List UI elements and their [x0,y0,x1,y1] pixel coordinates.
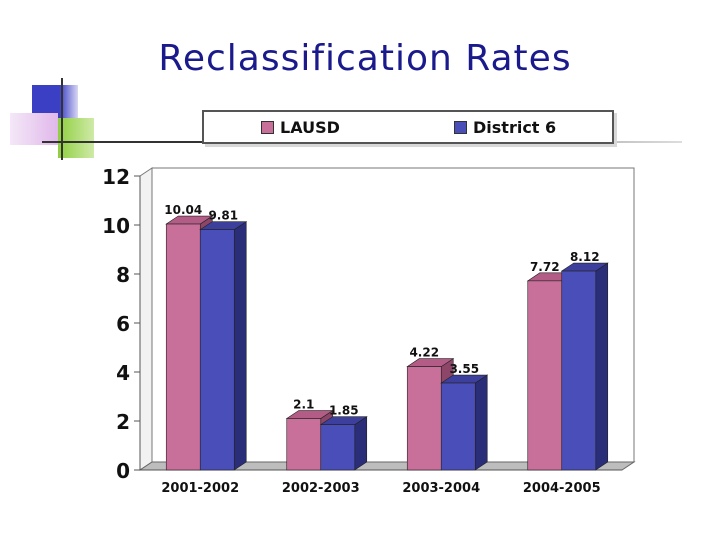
bar-lausd [527,280,563,471]
data-label-lausd: 10.04 [164,203,202,217]
slide-title: Reclassification Rates [158,38,572,79]
bar-lausd [406,366,442,471]
legend-swatch-lausd [261,121,274,134]
bar-lausd [286,418,322,471]
bar-district6 [440,382,476,471]
y-tick-label: 12 [102,165,130,189]
y-tick-label: 8 [116,263,130,287]
legend-item-district6: District 6 [454,118,556,137]
data-label-district6: 1.85 [329,404,359,418]
bar-side-district6 [474,374,488,471]
decor-vertical-line [61,78,63,160]
chart-legend: LAUSD District 6 [202,110,614,144]
y-tick-label: 2 [116,410,130,434]
data-label-lausd: 4.22 [409,346,439,360]
data-label-lausd: 2.1 [293,398,314,412]
data-label-district6: 8.12 [570,250,600,264]
x-tick-label: 2002-2003 [282,481,360,496]
bar-district6 [320,424,356,471]
bar-side-district6 [354,416,368,471]
bar-district6 [199,229,235,471]
y-tick-label: 10 [102,214,130,238]
legend-label-lausd: LAUSD [280,118,340,137]
data-label-district6: 3.55 [449,362,479,376]
bar-side-district6 [233,221,247,471]
y-tick-label: 0 [116,459,130,483]
y-tick-label: 4 [116,361,130,385]
bar-side-district6 [595,262,609,471]
data-label-district6: 9.81 [208,209,238,223]
x-tick-label: 2001-2002 [161,481,239,496]
bar-lausd [165,223,201,471]
legend-swatch-district6 [454,121,467,134]
legend-label-district6: District 6 [473,118,557,137]
y-tick-label: 6 [116,312,130,336]
x-tick-label: 2003-2004 [402,481,480,496]
decor-green-square [58,118,94,158]
data-label-lausd: 7.72 [530,260,560,274]
chart-side-wall [139,167,153,471]
bar-district6 [561,270,597,471]
x-tick-label: 2004-2005 [523,481,601,496]
legend-item-lausd: LAUSD [261,118,340,137]
decor-pink-square [10,113,58,145]
